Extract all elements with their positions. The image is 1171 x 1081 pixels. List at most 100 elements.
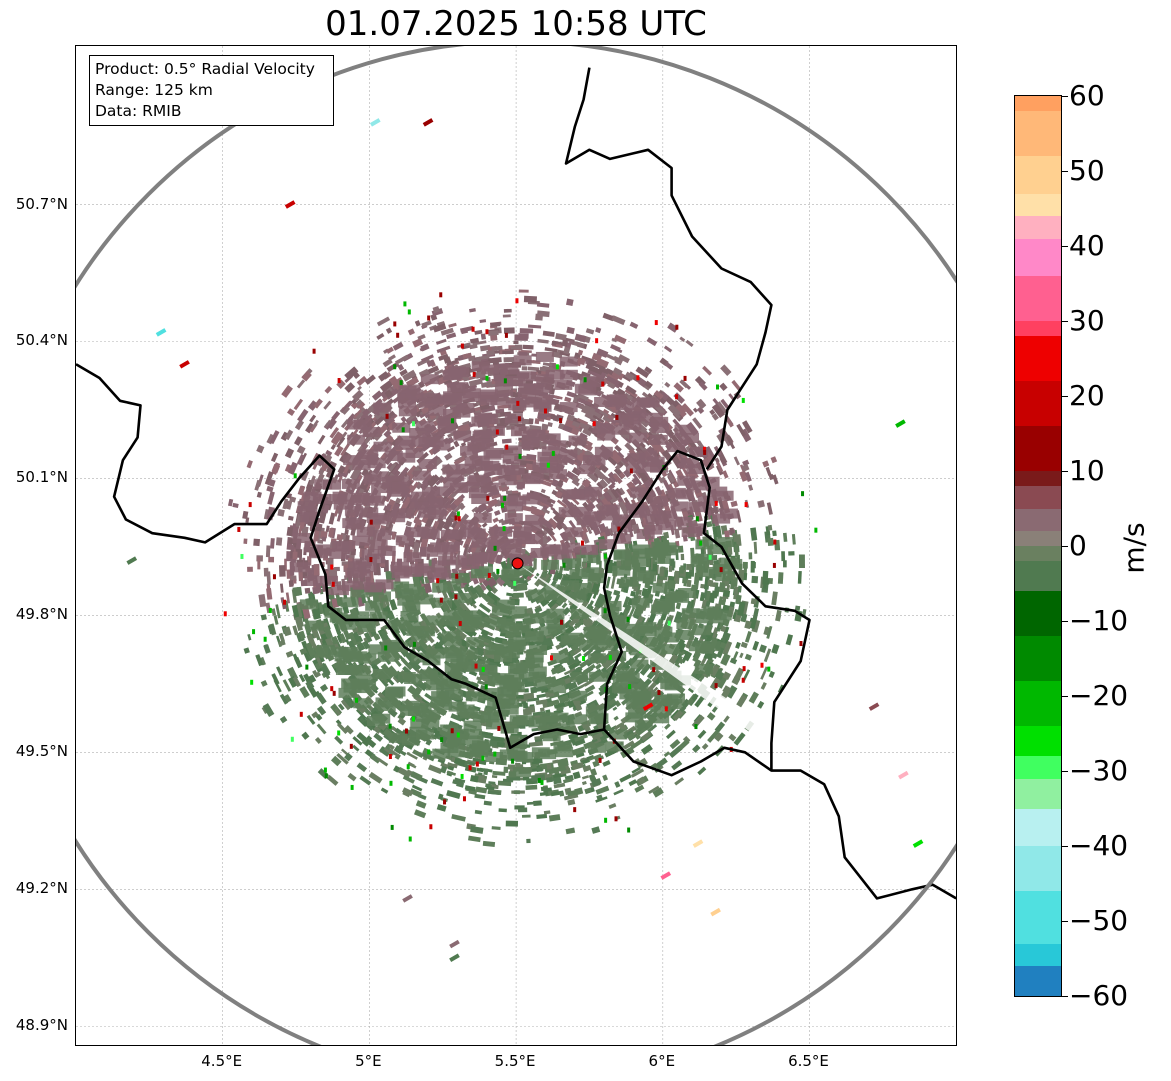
echo-gate <box>480 333 487 340</box>
echo-gate <box>301 470 310 482</box>
echo-gate <box>232 502 239 509</box>
echo-gate <box>443 648 462 659</box>
echo-gate <box>397 766 412 779</box>
echo-gate <box>533 401 552 412</box>
echo-gate <box>460 442 467 447</box>
echo-gate <box>675 602 682 610</box>
echo-gate <box>620 559 639 570</box>
echo-gate <box>297 408 309 423</box>
echo-gate <box>440 327 454 336</box>
echo-gate <box>574 787 584 796</box>
echo-gate <box>695 566 714 577</box>
echo-gate <box>765 466 772 476</box>
echo-gate <box>535 351 554 362</box>
echo-gate <box>402 775 415 784</box>
echo-gate <box>612 673 631 684</box>
echo-gate <box>436 803 447 812</box>
echo-gate <box>720 364 732 376</box>
echo-gate <box>373 441 392 452</box>
echo-gate <box>550 653 569 664</box>
echo-gate <box>733 732 746 746</box>
echo-gate <box>536 813 548 819</box>
echo-gate <box>540 488 546 494</box>
echo-gate <box>500 495 519 506</box>
echo-gate <box>406 527 425 538</box>
echo-gate <box>420 580 425 589</box>
echo-gate <box>447 382 466 393</box>
echo-gate <box>334 445 344 457</box>
echo-gate <box>476 646 485 652</box>
echo-gate <box>504 538 523 549</box>
echo-gate <box>674 528 681 539</box>
echo-gate <box>648 785 660 794</box>
echo-gate <box>643 708 655 719</box>
echo-gate <box>339 633 347 644</box>
echo-gate <box>539 613 558 624</box>
echo-gate <box>492 770 506 776</box>
echo-gate <box>518 351 528 356</box>
echo-gate <box>605 615 624 626</box>
echo-gate <box>420 537 429 550</box>
echo-gate <box>610 575 616 589</box>
echo-gate <box>279 715 288 724</box>
echo-gate <box>409 481 420 494</box>
echo-gate <box>658 476 667 484</box>
echo-gate <box>757 500 765 508</box>
echo-gate <box>744 620 752 630</box>
radar-map[interactable] <box>75 45 957 1046</box>
echo-gate <box>279 583 284 593</box>
echo-gate <box>513 526 532 537</box>
echo-gate <box>268 478 276 487</box>
echo-gate <box>622 629 641 640</box>
echo-gate <box>480 629 490 637</box>
echo-gate <box>587 653 606 664</box>
echo-gate <box>391 581 410 592</box>
echo-gate <box>518 383 537 394</box>
echo-gate <box>552 340 567 346</box>
echo-gate <box>348 631 359 647</box>
echo-gate <box>366 495 385 506</box>
echo-gate <box>452 407 471 418</box>
echo-gate <box>639 505 658 516</box>
echo-gate <box>352 736 363 746</box>
echo-gate <box>593 610 600 617</box>
echo-gate <box>369 539 388 550</box>
echo-gate <box>540 518 554 530</box>
echo-gate <box>288 580 294 588</box>
echo-gate <box>611 644 620 653</box>
echo-gate <box>425 436 444 447</box>
echo-gate <box>396 748 407 757</box>
echo-gate <box>299 521 305 529</box>
echo-gate <box>595 796 608 803</box>
echo-gate <box>499 749 518 760</box>
echo-gate <box>709 544 728 555</box>
echo-gate <box>405 389 424 400</box>
echo-gate <box>340 419 350 429</box>
echo-gate <box>409 788 422 798</box>
echo-gate <box>453 430 472 441</box>
echo-gate <box>368 644 387 655</box>
echo-gate <box>610 343 621 352</box>
echo-gate <box>328 512 336 525</box>
echo-gate <box>336 379 346 390</box>
echo-gate <box>581 480 590 489</box>
echo-gate <box>435 519 446 532</box>
echo-gate <box>528 666 547 677</box>
echo-gate <box>559 356 578 367</box>
echo-gate <box>740 641 748 649</box>
echo-gate <box>695 613 714 624</box>
echo-gate <box>351 611 370 622</box>
echo-gate <box>325 525 330 533</box>
echo-gate <box>360 449 379 460</box>
echo-gate <box>472 757 487 766</box>
echo-gate <box>525 784 538 791</box>
echo-gate <box>462 536 473 550</box>
echo-gate <box>573 657 580 664</box>
echo-gate <box>664 723 671 730</box>
echo-gate <box>566 414 575 422</box>
echo-gate <box>504 501 523 512</box>
echo-gate <box>757 700 765 709</box>
echo-gate <box>549 454 568 465</box>
echo-gate <box>620 746 635 759</box>
echo-gate <box>503 356 515 363</box>
